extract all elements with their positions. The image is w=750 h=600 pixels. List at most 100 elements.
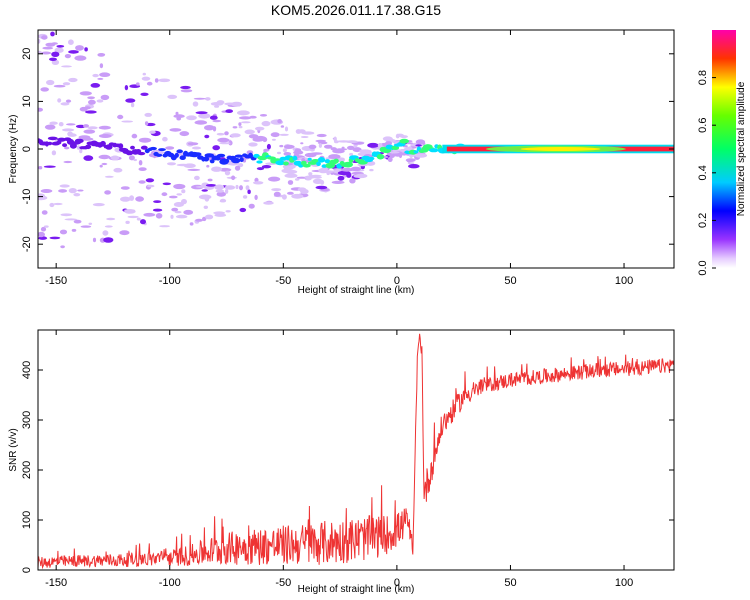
spectrogram-cell — [102, 230, 109, 236]
spectrogram-cell — [43, 165, 56, 168]
spectrogram-cell — [145, 178, 155, 183]
spectrogram-cell — [238, 122, 242, 126]
spectrogram-y-tick-label: -20 — [21, 236, 33, 252]
spectrogram-cell — [138, 137, 152, 143]
spectrogram-ridge-cell — [234, 154, 243, 158]
spectrogram-cell — [59, 184, 70, 188]
spectrogram-cell — [152, 208, 163, 212]
spectrogram-ridge-cell — [217, 153, 226, 158]
spectrogram-ridge-cell — [158, 148, 166, 152]
spectrogram-ridge-cell — [376, 153, 385, 160]
spectrogram-cell — [104, 190, 111, 195]
spectrogram-cell — [167, 162, 176, 166]
spectrogram-y-ticks: -20 -10 0 10 20 — [21, 48, 674, 252]
spectrogram-cell — [195, 111, 208, 115]
spectrogram-cell — [165, 146, 175, 150]
spectrogram-cell — [170, 214, 174, 219]
spectrogram-cell — [408, 164, 420, 169]
colorbar-tick-label: 0.8 — [697, 70, 709, 85]
spectrogram-cell — [167, 94, 178, 99]
spectrogram-cell — [159, 225, 171, 228]
snr-x-tick-label: 50 — [504, 577, 516, 589]
spectrogram-cell — [237, 110, 250, 116]
snr-y-ticks: 0 100 200 300 400 — [21, 361, 674, 573]
spectrogram-cell — [219, 142, 231, 145]
spectrogram-cell — [242, 195, 248, 199]
spectrogram-cell — [63, 160, 73, 164]
spectrogram-cell — [175, 111, 179, 115]
spectrogram-cell — [60, 213, 73, 217]
spectrogram-cell — [136, 82, 140, 86]
spectrogram-cell — [96, 99, 104, 103]
spectrogram-ridge-cell — [283, 161, 289, 166]
snr-panel: -150 -100 -50 0 50 100 0 100 200 300 400 Height o… — [8, 329, 675, 595]
spectrogram-cell — [205, 184, 217, 187]
spectrogram-cell — [58, 189, 68, 193]
spectrogram-cell — [212, 145, 220, 151]
spectrogram-cell — [387, 156, 393, 162]
spectrogram-cell — [99, 164, 103, 168]
spectrogram-cell — [98, 125, 111, 130]
spectrogram-cell — [347, 145, 355, 150]
spectrogram-cell — [340, 158, 345, 162]
spectrogram-cell — [203, 205, 208, 209]
spectrogram-cell — [308, 172, 313, 176]
spectrogram-ridge-cell — [302, 163, 311, 168]
spectrogram-cell — [80, 225, 92, 228]
spectrogram-cell — [53, 84, 66, 88]
spectrogram-cell — [38, 38, 41, 44]
spectrogram-cell — [405, 146, 413, 151]
spectrogram-cell — [40, 226, 47, 232]
spectrogram-cell — [287, 180, 294, 185]
spectrogram-ridge-cell — [324, 159, 331, 164]
snr-series-line — [38, 333, 674, 570]
spectrogram-cell — [340, 167, 354, 172]
spectrogram-cell — [176, 117, 182, 121]
spectrogram-cell — [300, 136, 309, 138]
spectrogram-cell — [127, 215, 139, 219]
spectrogram-cell — [67, 133, 77, 137]
spectrogram-cell — [283, 152, 292, 156]
spectrogram-cell — [66, 123, 76, 126]
spectrogram-cell — [49, 236, 61, 240]
spectrogram-cell — [300, 142, 304, 145]
spectrogram-cell — [211, 166, 223, 172]
spectrogram-cell — [259, 114, 268, 117]
snr-y-label: SNR (v/v) — [8, 428, 19, 471]
spectrogram-cell — [171, 207, 179, 212]
spectrogram-cell — [98, 134, 112, 138]
spectrogram-cell — [180, 89, 193, 93]
spectrogram-cell — [398, 153, 403, 159]
spectrogram-cell — [337, 170, 351, 176]
spectrogram-cell — [300, 188, 309, 195]
colorbar-ticks: 0.0 0.2 0.4 0.6 0.8 — [697, 70, 716, 276]
spectrogram-cell — [173, 202, 184, 207]
spectrogram-cell — [38, 107, 43, 112]
spectrogram-cell — [124, 209, 136, 214]
spectrogram-cell — [68, 50, 79, 54]
spectrogram-cell — [266, 143, 271, 150]
spectrogram-cell — [191, 146, 202, 150]
spectrogram-cell — [187, 142, 199, 146]
spectrogram-cell — [277, 119, 282, 124]
spectrogram-cell — [205, 214, 214, 220]
spectrogram-cell — [215, 189, 225, 193]
spectrogram-cell — [247, 189, 251, 195]
spectrogram-cell — [395, 133, 400, 139]
spectrogram-ridge-cell — [47, 136, 58, 141]
spectrogram-cell — [204, 134, 210, 139]
spectrogram-cell — [195, 185, 209, 188]
snr-y-tick-label: 400 — [21, 361, 33, 379]
spectrogram-ridge-cell — [100, 140, 106, 147]
spectrogram-cell — [92, 237, 97, 243]
snr-y-tick-label: 0 — [21, 567, 33, 573]
spectrogram-cell — [49, 121, 58, 125]
spectrogram-cell — [138, 180, 146, 184]
spectrogram-ridge-cell — [333, 158, 339, 164]
spectrogram-cell — [79, 91, 92, 96]
spectrogram-cell — [186, 115, 197, 121]
spectrogram-ridge-cell — [391, 145, 400, 150]
spectrogram-cell — [51, 150, 57, 156]
spectrogram-cell — [104, 225, 113, 228]
spectrogram-cell — [117, 114, 124, 120]
